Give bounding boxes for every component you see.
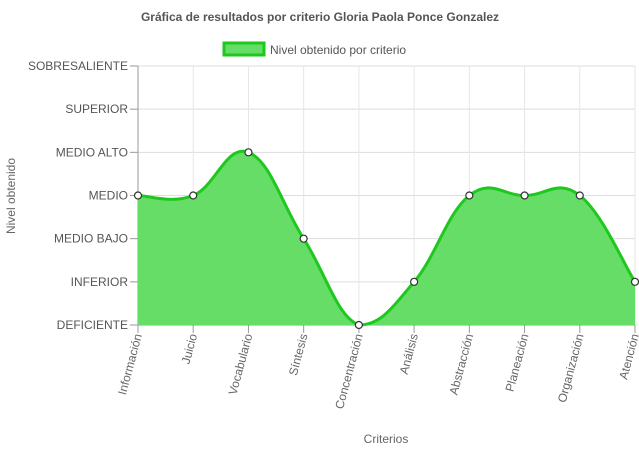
data-point-1: [189, 191, 198, 200]
y-tick-label: DEFICIENTE: [57, 318, 128, 332]
data-point-5: [410, 277, 419, 286]
x-tick-label: Información: [115, 332, 145, 396]
y-axis-label: Nivel obtenido: [4, 158, 18, 234]
x-tick-label: Atención: [616, 332, 639, 381]
y-tick-labels: DEFICIENTE INFERIOR MEDIO BAJO MEDIO MEDIO A…: [28, 59, 128, 332]
data-point-9: [630, 277, 639, 286]
y-tick-label: MEDIO ALTO: [56, 145, 128, 159]
y-tick-label: MEDIO: [89, 189, 128, 203]
data-point-3: [299, 234, 308, 243]
x-tick-label: Abstracción: [446, 332, 476, 396]
x-tick-label: Juicio: [179, 332, 201, 366]
data-point-2: [244, 148, 253, 157]
x-tick-labels: Información Juicio Vocabulario Síntesis Conc…: [115, 332, 639, 411]
x-axis-label: Criterios: [364, 432, 409, 446]
x-tick-label: Análisis: [397, 332, 421, 376]
y-tick-label: SUPERIOR: [65, 102, 128, 116]
data-point-8: [575, 191, 584, 200]
data-point-4: [354, 320, 363, 330]
data-point-6: [465, 191, 474, 200]
data-points: [133, 148, 639, 330]
chart-title: Gráfica de resultados por criterio Glori…: [141, 10, 499, 24]
y-tick-label: MEDIO BAJO: [54, 232, 128, 246]
data-area: [137, 149, 637, 327]
legend-swatch: [222, 41, 266, 57]
legend-label: Nivel obtenido por criterio: [270, 43, 406, 57]
legend[interactable]: Nivel obtenido por criterio: [222, 41, 406, 57]
y-tick-label: SOBRESALIENTE: [28, 59, 128, 73]
x-tick-label: Concentración: [332, 332, 366, 410]
series-line: [137, 149, 637, 327]
x-tick-label: Vocabulario: [226, 332, 256, 397]
y-tick-label: INFERIOR: [71, 275, 129, 289]
x-tick-label: Planeación: [503, 332, 532, 393]
data-point-0: [133, 191, 143, 200]
x-tick-label: Organización: [555, 332, 587, 404]
x-tick-label: Síntesis: [286, 332, 311, 377]
data-point-7: [520, 191, 529, 200]
